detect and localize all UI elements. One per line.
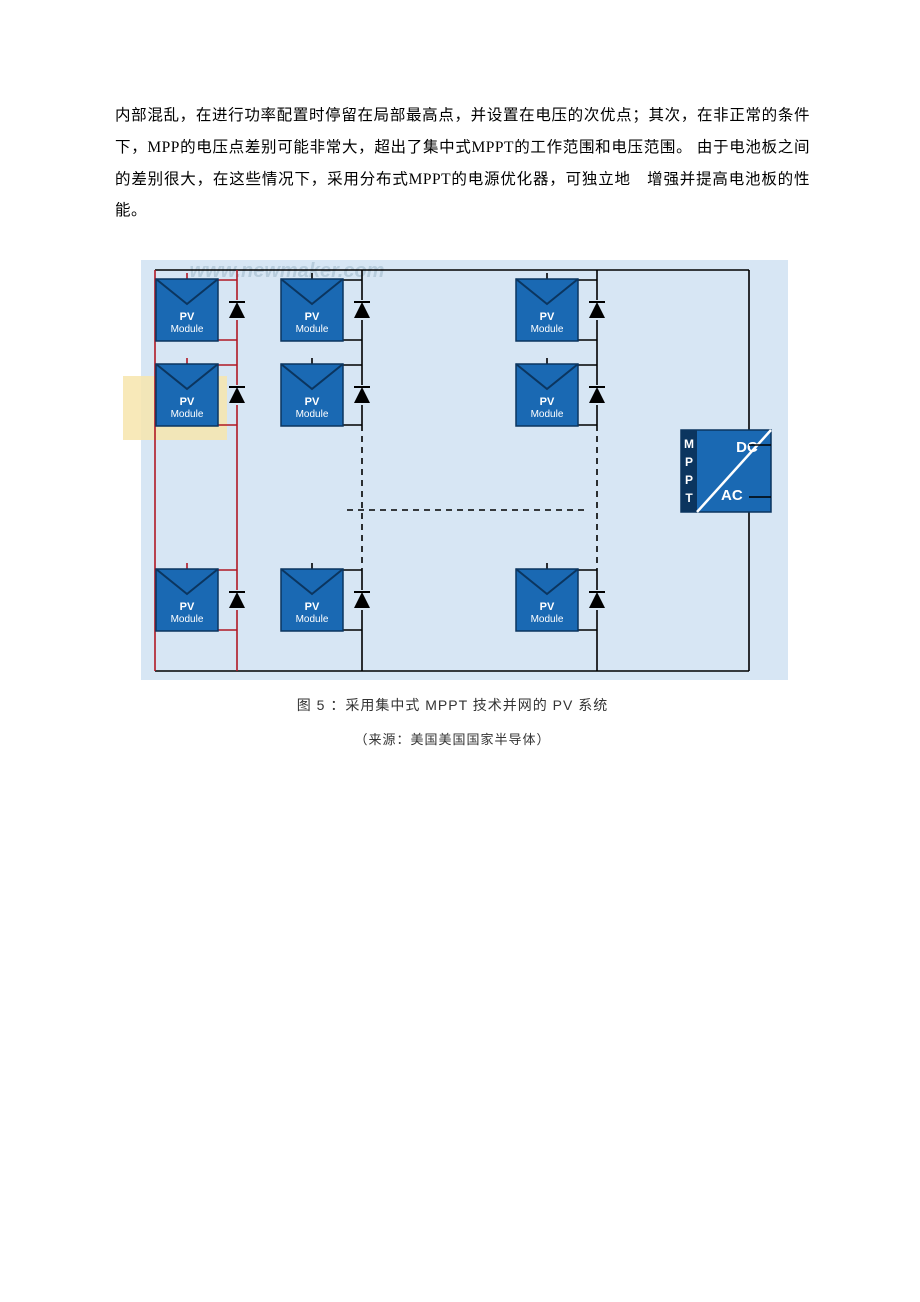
svg-text:PV: PV — [305, 396, 320, 408]
svg-text:PV: PV — [540, 311, 555, 323]
body-paragraph: 内部混乱，在进行功率配置时停留在局部最高点，并设置在电压的次优点；其次，在非正常… — [115, 100, 810, 227]
figure-caption: 图 5 ：采用集中式 MPPT 技术并网的 PV 系统 — [117, 695, 788, 715]
svg-text:PV: PV — [180, 601, 195, 613]
svg-text:PV: PV — [540, 601, 555, 613]
figure-5: www.newmaker.comPVModulePVModulePVModule… — [117, 255, 788, 748]
svg-text:Module: Module — [531, 409, 564, 420]
svg-text:Module: Module — [296, 614, 329, 625]
svg-text:P: P — [685, 473, 693, 487]
svg-text:Module: Module — [296, 409, 329, 420]
svg-text:PV: PV — [305, 601, 320, 613]
svg-text:Module: Module — [531, 614, 564, 625]
svg-text:PV: PV — [540, 396, 555, 408]
svg-text:Module: Module — [171, 409, 204, 420]
pv-system-diagram: www.newmaker.comPVModulePVModulePVModule… — [117, 255, 788, 685]
svg-text:AC: AC — [721, 487, 743, 504]
svg-text:Module: Module — [531, 324, 564, 335]
document-page: 内部混乱，在进行功率配置时停留在局部最高点，并设置在电压的次优点；其次，在非正常… — [0, 0, 920, 788]
svg-text:Module: Module — [296, 324, 329, 335]
svg-text:Module: Module — [171, 614, 204, 625]
svg-text:PV: PV — [305, 311, 320, 323]
svg-text:P: P — [685, 455, 693, 469]
svg-text:M: M — [684, 437, 694, 451]
figure-source: （来源：美国美国国家半导体） — [117, 729, 788, 748]
svg-text:PV: PV — [180, 311, 195, 323]
svg-text:PV: PV — [180, 396, 195, 408]
svg-text:Module: Module — [171, 324, 204, 335]
svg-text:DC: DC — [736, 439, 758, 456]
svg-text:T: T — [685, 491, 693, 505]
